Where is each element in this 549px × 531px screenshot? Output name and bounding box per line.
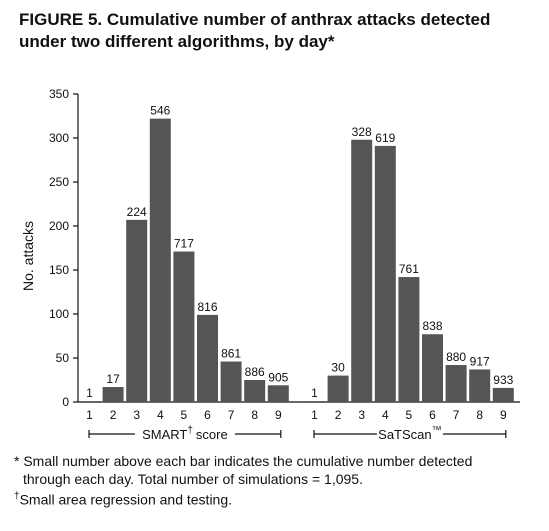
- x-tick-label: 5: [406, 408, 413, 422]
- bar-value-label: 816: [197, 300, 217, 314]
- dagger-mark: †: [14, 491, 20, 502]
- bar: [422, 334, 443, 402]
- bar: [126, 219, 148, 402]
- bar-value-label: 861: [221, 347, 241, 361]
- bar-value-label: 619: [375, 131, 395, 145]
- figure-title: FIGURE 5. Cumulative number of anthrax a…: [19, 10, 491, 51]
- bar: [469, 369, 491, 402]
- y-axis-label: No. attacks: [20, 221, 36, 291]
- bar-value-label: 328: [352, 125, 372, 139]
- x-tick-label: 2: [335, 408, 342, 422]
- x-tick-label: 1: [86, 408, 93, 422]
- y-tick-label: 200: [49, 219, 69, 233]
- group-name: SaTScan: [378, 427, 431, 442]
- group-labels: SMART† score SaTScan™: [88, 425, 507, 442]
- group-label: SaTScan™: [378, 425, 441, 442]
- bar: [304, 401, 325, 402]
- bar-value-label: 30: [331, 361, 345, 375]
- bar-value-label: 838: [422, 319, 442, 333]
- bar: [492, 387, 514, 402]
- x-tick-label: 7: [228, 408, 235, 422]
- bars: 1117222435464717581668617886890591130232…: [79, 104, 514, 422]
- y-tick-label: 0: [62, 395, 69, 409]
- bar-value-label: 761: [399, 262, 419, 276]
- x-tick-label: 4: [382, 408, 389, 422]
- bar-value-label: 917: [470, 354, 490, 368]
- x-tick-label: 2: [110, 408, 117, 422]
- bar: [197, 314, 218, 402]
- group-name-mark: †: [187, 425, 193, 436]
- bar: [79, 401, 100, 402]
- bar: [351, 139, 373, 402]
- bar: [173, 251, 195, 402]
- x-tick-label: 3: [133, 408, 140, 422]
- x-tick-label: 6: [429, 408, 436, 422]
- footnote-dagger: †Small area regression and testing.: [14, 488, 539, 509]
- y-tick-label: 50: [56, 351, 70, 365]
- y-tick-label: 250: [49, 175, 69, 189]
- group-name-mark: ™: [432, 425, 442, 436]
- footnote-star-line2: through each day. Total number of simula…: [23, 471, 363, 487]
- bar-value-label: 546: [150, 104, 170, 118]
- bar-value-label: 1: [311, 386, 318, 400]
- x-tick-label: 1: [311, 408, 318, 422]
- x-tick-label: 9: [275, 408, 282, 422]
- footnote-star-line1: * Small number above each bar indicates …: [14, 453, 473, 469]
- x-tick-label: 4: [157, 408, 164, 422]
- bar-value-label: 717: [174, 237, 194, 251]
- group-name: SMART: [142, 427, 187, 442]
- bar: [398, 277, 420, 402]
- x-tick-label: 5: [181, 408, 188, 422]
- x-tick-label: 8: [476, 408, 483, 422]
- bar: [327, 375, 349, 402]
- x-tick-label: 3: [358, 408, 365, 422]
- bar-value-label: 886: [245, 365, 265, 379]
- bar-value-label: 880: [446, 350, 466, 364]
- bar: [244, 380, 266, 402]
- bar: [267, 385, 289, 402]
- bar: [149, 118, 171, 402]
- bar-value-label: 17: [106, 372, 120, 386]
- x-tick-label: 6: [204, 408, 211, 422]
- group-name-suffix: score: [196, 427, 228, 442]
- x-tick-label: 8: [251, 408, 258, 422]
- footnote-dagger-text: Small area regression and testing.: [19, 491, 233, 508]
- bar: [445, 365, 467, 402]
- y-tick-label: 100: [49, 307, 69, 321]
- bar-value-label: 905: [268, 370, 288, 384]
- bar: [220, 361, 242, 402]
- x-tick-label: 7: [453, 408, 460, 422]
- bar: [102, 387, 124, 402]
- bar-value-label: 1: [86, 386, 93, 400]
- bar-value-label: 224: [127, 205, 147, 219]
- bar-value-label: 933: [493, 373, 513, 387]
- x-tick-label: 9: [500, 408, 507, 422]
- y-tick-label: 150: [49, 263, 69, 277]
- y-tick-label: 300: [49, 131, 69, 145]
- footnotes: * Small number above each bar indicates …: [14, 452, 539, 509]
- y-tick-label: 350: [49, 87, 69, 101]
- group-label: SMART† score: [142, 425, 228, 442]
- bar: [374, 145, 396, 403]
